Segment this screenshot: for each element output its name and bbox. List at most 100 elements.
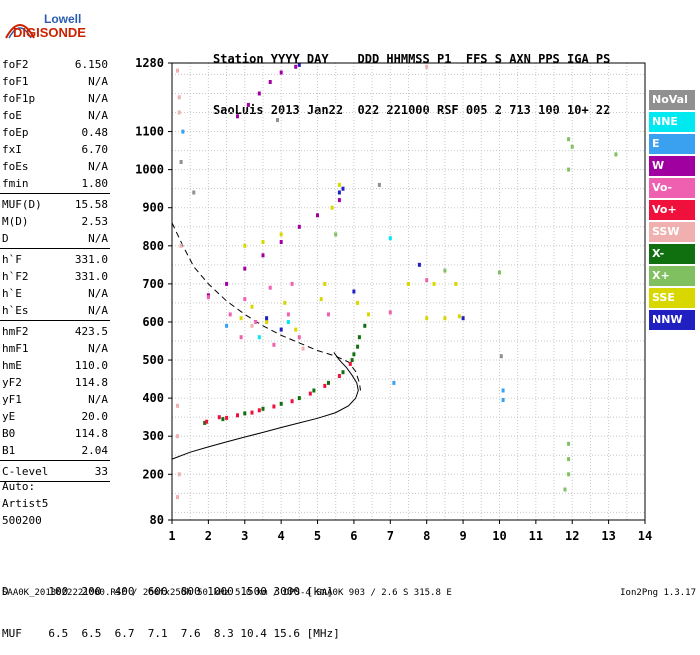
echo-point — [432, 281, 436, 286]
y-tick-label: 1280 — [135, 56, 164, 70]
param-row: M(D) 2.53 — [0, 213, 110, 230]
x-tick-label: 5 — [314, 529, 321, 543]
param-value: 110.0 — [74, 359, 108, 372]
echo-point — [337, 182, 341, 187]
param-label: fmin — [2, 177, 29, 190]
echo-point — [179, 160, 183, 164]
param-value: N/A — [88, 342, 108, 355]
echo-point — [498, 270, 501, 275]
echo-point — [192, 190, 196, 195]
echo-point — [250, 304, 254, 309]
param-separator — [0, 320, 110, 321]
echo-point — [563, 487, 567, 492]
echo-point — [323, 281, 327, 286]
polarization-legend: NoVal NNE E W Vo- Vo+ SSW X- X+ SSE NNW — [649, 90, 695, 332]
param-row: fxI 6.70 — [0, 141, 110, 158]
param-value: 2.53 — [81, 215, 109, 228]
echo-point — [225, 415, 229, 420]
echo-point — [177, 472, 181, 477]
param-label: yE — [2, 410, 16, 423]
echo-point — [243, 243, 247, 248]
param-value: N/A — [88, 393, 108, 406]
echo-point — [177, 110, 181, 115]
echo-point — [443, 316, 447, 321]
echo-point — [290, 399, 294, 404]
echo-point — [276, 118, 279, 123]
x-tick-label: 12 — [565, 529, 579, 543]
echo-point — [225, 323, 229, 328]
echo-point — [294, 327, 298, 332]
echo-point — [417, 262, 421, 267]
echo-point — [250, 323, 254, 328]
echo-point — [356, 344, 360, 349]
param-value: 114.8 — [74, 427, 108, 440]
param-row: hmF1 N/A — [0, 340, 110, 357]
param-row: B1 2.04 — [0, 442, 110, 459]
param-value: 6.150 — [74, 58, 108, 71]
param-value: N/A — [88, 160, 108, 173]
param-value: N/A — [88, 232, 108, 245]
x-tick-label: 3 — [241, 529, 248, 543]
param-value: N/A — [88, 304, 108, 317]
param-row: foF1p N/A — [0, 90, 110, 107]
echo-point — [239, 316, 243, 321]
param-value: 114.8 — [74, 376, 108, 389]
param-row: hmF2 423.5 — [0, 323, 110, 340]
param-value: 6.70 — [81, 143, 109, 156]
echo-point — [246, 102, 250, 107]
echo-points — [176, 62, 618, 500]
echo-point — [323, 383, 327, 388]
echo-point — [290, 281, 294, 286]
y-tick-label: 700 — [142, 277, 164, 291]
echo-point — [443, 268, 447, 273]
echo-point — [236, 114, 239, 119]
echo-point — [501, 388, 505, 393]
echo-point — [279, 240, 283, 244]
echo-point — [350, 358, 354, 363]
legend-item-vo-: Vo+ — [649, 200, 695, 220]
echo-point — [272, 404, 276, 409]
legend-item-nnw: NNW — [649, 310, 695, 330]
echo-point — [279, 401, 283, 406]
legend-item-nne: NNE — [649, 112, 695, 132]
legend-item-x-: X- — [649, 244, 695, 264]
param-value: N/A — [88, 287, 108, 300]
ionogram-chart: 1 2 3 4 5 6 7 8 9 10 11 12 13 14802003004005006007008… — [135, 56, 652, 543]
echo-point — [176, 403, 179, 408]
echo-point — [225, 281, 229, 286]
x-tick-label: 6 — [350, 529, 357, 543]
auto-artist: Artist5 — [2, 497, 49, 510]
x-tick-label: 14 — [638, 529, 652, 543]
echo-point — [425, 64, 429, 69]
param-row: hmE 110.0 — [0, 357, 110, 374]
echo-point — [181, 129, 185, 134]
param-value: 331.0 — [74, 253, 108, 266]
echo-point — [279, 327, 283, 332]
echo-point — [243, 266, 247, 271]
x-tick-label: 2 — [205, 529, 212, 543]
logo-line1: Lowell — [44, 12, 81, 26]
echo-point — [221, 417, 225, 422]
param-row: h`Es N/A — [0, 302, 110, 319]
echo-point — [363, 323, 367, 328]
param-row: foE N/A — [0, 107, 110, 124]
param-label: foF2 — [2, 58, 29, 71]
x-tick-label: 4 — [278, 529, 285, 543]
x-tick-label: 11 — [529, 529, 543, 543]
echo-point — [243, 297, 247, 302]
echo-point — [337, 374, 341, 378]
echo-point — [257, 335, 261, 340]
distance-row: D 100 200 400 600 800 1000 1500 3000 [km… — [2, 585, 334, 598]
param-value: N/A — [88, 92, 108, 105]
echo-point — [357, 335, 361, 340]
param-row: fmin 1.80 — [0, 175, 110, 192]
muf-curve — [171, 222, 361, 391]
param-row: B0 114.8 — [0, 425, 110, 442]
param-label: foE — [2, 109, 22, 122]
y-tick-label: 900 — [142, 201, 164, 215]
echo-point — [327, 312, 330, 317]
echo-point — [297, 62, 301, 67]
echo-point — [297, 224, 301, 229]
echo-point — [176, 495, 179, 500]
echo-point — [334, 232, 338, 237]
